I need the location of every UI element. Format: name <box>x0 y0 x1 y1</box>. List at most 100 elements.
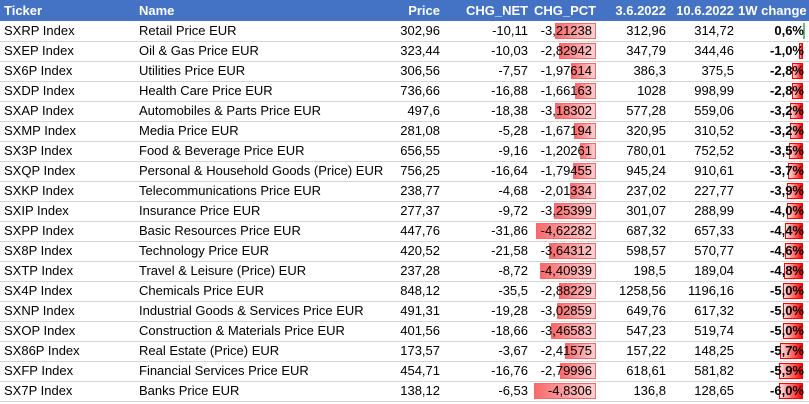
cell-ticker[interactable]: SXAP Index <box>4 103 74 118</box>
cell-week-change[interactable]: -4,0% <box>738 201 808 221</box>
cell-date-2[interactable]: 1196,16 <box>687 283 734 298</box>
cell-ticker[interactable]: SX8P Index <box>4 243 73 258</box>
cell-week-change[interactable]: -5,7% <box>738 341 808 361</box>
cell-chg-pct[interactable]: -1,67194 <box>533 121 596 141</box>
cell-chg-pct[interactable]: -1,79455 <box>533 161 596 181</box>
cell-chg-net[interactable]: -16,64 <box>491 163 528 178</box>
cell-week-change[interactable]: -4,4% <box>738 221 808 241</box>
cell-chg-pct[interactable]: -2,82942 <box>533 41 596 61</box>
cell-date-1[interactable]: 312,96 <box>626 23 666 38</box>
cell-week-change[interactable]: -5,0% <box>738 301 808 321</box>
cell-name[interactable]: Basic Resources Price EUR <box>139 223 301 238</box>
cell-date-2[interactable]: 581,82 <box>694 363 734 378</box>
cell-chg-net[interactable]: -35,5 <box>498 283 528 298</box>
cell-price[interactable]: 323,44 <box>400 43 440 58</box>
cell-date-2[interactable]: 288,99 <box>694 203 734 218</box>
cell-ticker[interactable]: SX7P Index <box>4 383 73 398</box>
cell-price[interactable]: 173,57 <box>400 343 440 358</box>
cell-week-change[interactable]: 0,6% <box>738 21 808 41</box>
cell-ticker[interactable]: SX6P Index <box>4 63 73 78</box>
cell-chg-pct[interactable]: -2,41575 <box>533 341 596 361</box>
cell-week-change[interactable]: -5,0% <box>738 321 808 341</box>
cell-price[interactable]: 302,96 <box>400 23 440 38</box>
header-week-change[interactable]: 1W change <box>738 3 807 18</box>
cell-price[interactable]: 277,37 <box>400 203 440 218</box>
cell-ticker[interactable]: SXIP Index <box>4 203 69 218</box>
cell-chg-pct[interactable]: -3,21238 <box>533 21 596 41</box>
cell-price[interactable]: 736,66 <box>400 83 440 98</box>
cell-ticker[interactable]: SX86P Index <box>4 343 80 358</box>
cell-price[interactable]: 454,71 <box>400 363 440 378</box>
cell-price[interactable]: 420,52 <box>400 243 440 258</box>
cell-date-1[interactable]: 598,57 <box>626 243 666 258</box>
cell-chg-pct[interactable]: -3,25399 <box>533 201 596 221</box>
cell-date-1[interactable]: 780,01 <box>626 143 666 158</box>
cell-ticker[interactable]: SX3P Index <box>4 143 73 158</box>
cell-chg-net[interactable]: -31,86 <box>491 223 528 238</box>
cell-ticker[interactable]: SXTP Index <box>4 263 74 278</box>
cell-ticker[interactable]: SXEP Index <box>4 43 74 58</box>
cell-chg-net[interactable]: -8,72 <box>498 263 528 278</box>
cell-date-2[interactable]: 657,33 <box>694 223 734 238</box>
cell-week-change[interactable]: -3,2% <box>738 101 808 121</box>
cell-date-1[interactable]: 136,8 <box>633 383 666 398</box>
cell-chg-pct[interactable]: -3,46583 <box>533 321 596 341</box>
cell-week-change[interactable]: -2,8% <box>738 81 808 101</box>
cell-week-change[interactable]: -4,6% <box>738 241 808 261</box>
cell-chg-net[interactable]: -10,03 <box>491 43 528 58</box>
cell-chg-net[interactable]: -7,57 <box>498 63 528 78</box>
cell-date-1[interactable]: 1028 <box>637 83 666 98</box>
cell-name[interactable]: Health Care Price EUR <box>139 83 273 98</box>
cell-name[interactable]: Media Price EUR <box>139 123 239 138</box>
header-chg-pct[interactable]: CHG_PCT <box>534 3 596 18</box>
cell-week-change[interactable]: -3,7% <box>738 161 808 181</box>
cell-date-2[interactable]: 314,72 <box>694 23 734 38</box>
cell-chg-net[interactable]: -3,67 <box>498 343 528 358</box>
cell-chg-pct[interactable]: -3,64312 <box>533 241 596 261</box>
header-name[interactable]: Name <box>139 3 175 18</box>
cell-date-1[interactable]: 386,3 <box>633 63 666 78</box>
cell-chg-net[interactable]: -5,28 <box>498 123 528 138</box>
header-ticker[interactable]: Ticker <box>4 3 43 18</box>
cell-name[interactable]: Retail Price EUR <box>139 23 237 38</box>
cell-week-change[interactable]: -2,8% <box>738 61 808 81</box>
cell-date-2[interactable]: 344,46 <box>694 43 734 58</box>
cell-chg-pct[interactable]: -2,79996 <box>533 361 596 381</box>
cell-date-1[interactable]: 320,95 <box>626 123 666 138</box>
cell-date-2[interactable]: 375,5 <box>701 63 734 78</box>
cell-chg-pct[interactable]: -1,66163 <box>533 81 596 101</box>
cell-name[interactable]: Insurance Price EUR <box>139 203 261 218</box>
cell-ticker[interactable]: SXNP Index <box>4 303 75 318</box>
cell-chg-pct[interactable]: -4,40939 <box>533 261 596 281</box>
header-date-1[interactable]: 3.6.2022 <box>615 3 666 18</box>
cell-ticker[interactable]: SXRP Index <box>4 23 75 38</box>
cell-date-2[interactable]: 617,32 <box>694 303 734 318</box>
cell-price[interactable]: 848,12 <box>400 283 440 298</box>
cell-price[interactable]: 491,31 <box>400 303 440 318</box>
cell-name[interactable]: Technology Price EUR <box>139 243 270 258</box>
cell-date-2[interactable]: 570,77 <box>694 243 734 258</box>
cell-week-change[interactable]: -4,8% <box>738 261 808 281</box>
cell-week-change[interactable]: -5,0% <box>738 281 808 301</box>
cell-date-1[interactable]: 1258,56 <box>619 283 666 298</box>
cell-week-change[interactable]: -1,0% <box>738 41 808 61</box>
cell-name[interactable]: Construction & Materials Price EUR <box>139 323 345 338</box>
cell-chg-pct[interactable]: -1,97614 <box>533 61 596 81</box>
cell-chg-net[interactable]: -21,58 <box>491 243 528 258</box>
cell-price[interactable]: 281,08 <box>400 123 440 138</box>
cell-date-1[interactable]: 649,76 <box>626 303 666 318</box>
cell-name[interactable]: Industrial Goods & Services Price EUR <box>139 303 364 318</box>
cell-name[interactable]: Chemicals Price EUR <box>139 283 264 298</box>
cell-date-1[interactable]: 945,24 <box>626 163 666 178</box>
cell-date-2[interactable]: 128,65 <box>694 383 734 398</box>
cell-date-2[interactable]: 227,77 <box>694 183 734 198</box>
cell-chg-net[interactable]: -19,28 <box>491 303 528 318</box>
cell-name[interactable]: Travel & Leisure (Price) EUR <box>139 263 307 278</box>
cell-ticker[interactable]: SXQP Index <box>4 163 76 178</box>
cell-price[interactable]: 238,77 <box>400 183 440 198</box>
cell-date-1[interactable]: 687,32 <box>626 223 666 238</box>
cell-date-1[interactable]: 547,23 <box>626 323 666 338</box>
cell-week-change[interactable]: -5,9% <box>738 361 808 381</box>
header-chg-net[interactable]: CHG_NET <box>466 3 529 18</box>
cell-chg-net[interactable]: -16,88 <box>491 83 528 98</box>
